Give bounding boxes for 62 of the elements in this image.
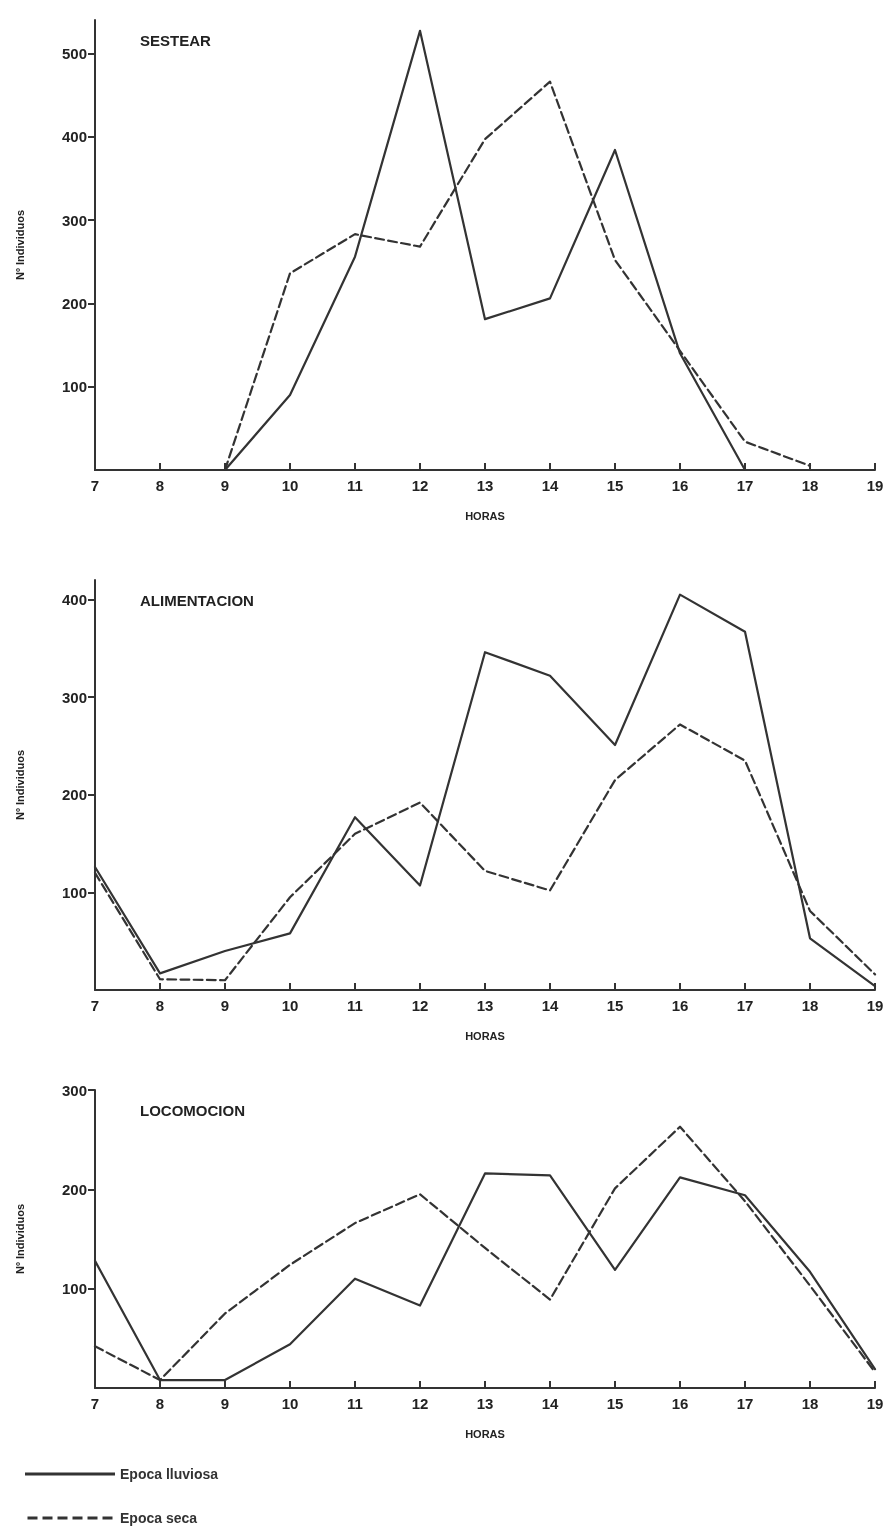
x-tick-label: 15 <box>606 997 624 1014</box>
x-tick-label: 10 <box>281 997 299 1014</box>
x-tick-label: 18 <box>801 997 819 1014</box>
y-tick-label: 200 <box>61 786 87 804</box>
x-tick-label: 9 <box>220 477 230 494</box>
y-tick-label: 300 <box>61 1081 87 1099</box>
y-tick-label: 100 <box>61 883 87 901</box>
x-tick-label: 11 <box>347 997 363 1014</box>
x-tick-label: 16 <box>671 997 689 1014</box>
legend-label: Epoca seca <box>120 1510 198 1526</box>
y-tick-label: 100 <box>61 378 87 396</box>
legend-label: Epoca lluviosa <box>120 1466 219 1482</box>
y-axis-title: Nº Individuos <box>13 209 26 281</box>
x-tick-label: 19 <box>866 1395 884 1412</box>
x-tick-label: 19 <box>866 477 884 494</box>
x-tick-label: 15 <box>606 1395 624 1412</box>
x-tick-label: 17 <box>736 1395 754 1412</box>
x-axis-title: HORAS <box>465 1029 505 1042</box>
y-tick-label: 100 <box>61 1280 87 1298</box>
x-tick-label: 18 <box>801 1395 819 1412</box>
x-tick-label: 16 <box>671 1395 689 1412</box>
x-tick-label: 7 <box>90 1395 100 1412</box>
y-tick-label: 300 <box>61 211 87 229</box>
x-axis-title: HORAS <box>465 1427 505 1440</box>
x-tick-label: 14 <box>541 997 559 1014</box>
text: LOCOMOCION <box>140 1102 245 1119</box>
y-tick-label: 400 <box>61 591 87 609</box>
x-tick-label: 11 <box>347 477 363 494</box>
x-tick-label: 16 <box>671 477 689 494</box>
y-tick-label: 400 <box>61 128 87 146</box>
y-tick-label: 300 <box>61 688 87 706</box>
x-tick-label: 12 <box>411 997 429 1014</box>
x-tick-label: 10 <box>281 1395 299 1412</box>
x-tick-label: 19 <box>866 997 884 1014</box>
x-tick-label: 9 <box>220 1395 230 1412</box>
x-tick-label: 17 <box>736 477 754 494</box>
x-tick-label: 8 <box>155 477 165 494</box>
x-tick-label: 8 <box>155 1395 165 1412</box>
x-tick-label: 7 <box>90 997 100 1014</box>
x-tick-label: 9 <box>220 997 230 1014</box>
y-tick-label: 500 <box>61 44 87 62</box>
x-tick-label: 17 <box>736 997 754 1014</box>
x-tick-label: 14 <box>541 1395 559 1412</box>
y-tick-label: 200 <box>61 1180 87 1198</box>
x-tick-label: 13 <box>476 477 494 494</box>
text: ALIMENTACION <box>140 592 254 609</box>
x-tick-label: 13 <box>476 997 494 1014</box>
x-tick-label: 14 <box>541 477 559 494</box>
x-tick-label: 15 <box>606 477 624 494</box>
y-axis-title: Nº Individuos <box>13 749 26 821</box>
y-tick-label: 200 <box>61 294 87 312</box>
y-axis-title: Nº Individuos <box>13 1203 26 1275</box>
x-tick-label: 12 <box>411 1395 429 1412</box>
x-tick-label: 12 <box>411 477 429 494</box>
x-axis-title: HORAS <box>465 509 505 522</box>
x-tick-label: 13 <box>476 1395 494 1412</box>
x-tick-label: 10 <box>281 477 299 494</box>
x-tick-label: 7 <box>90 477 100 494</box>
x-tick-label: 8 <box>155 997 165 1014</box>
text: SESTEAR <box>140 32 212 49</box>
x-tick-label: 18 <box>801 477 819 494</box>
x-tick-label: 11 <box>347 1395 363 1412</box>
